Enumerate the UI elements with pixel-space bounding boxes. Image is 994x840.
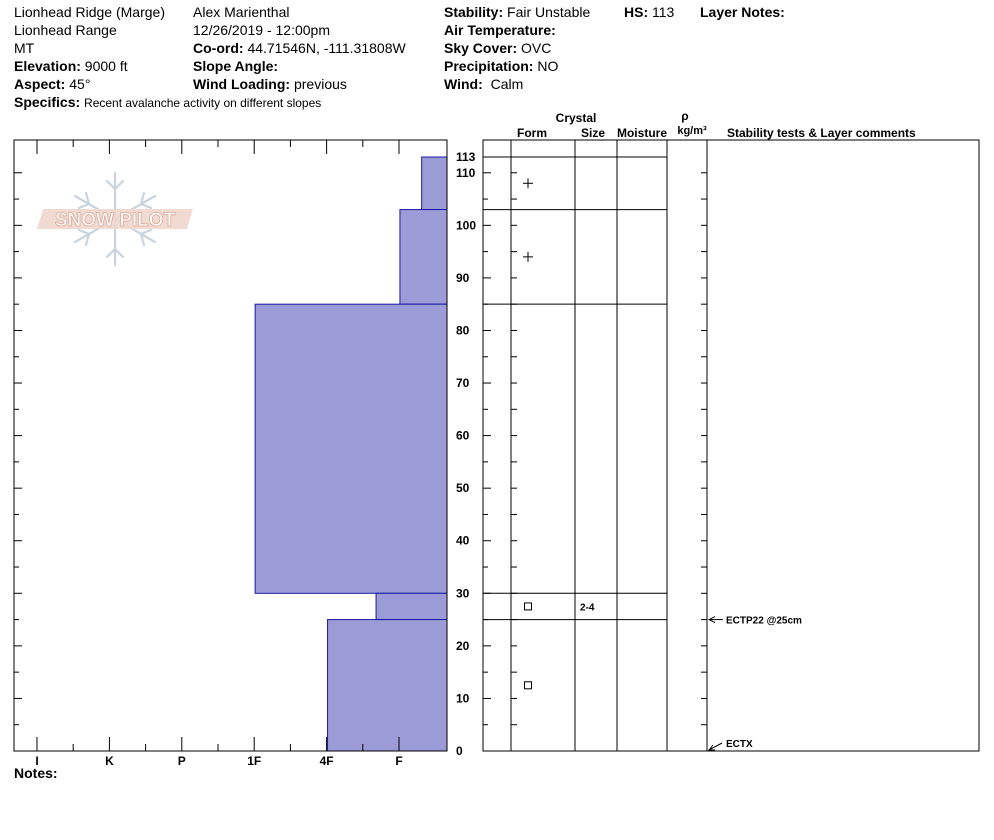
- hardness-axes: I K P 1F 4F F: [13, 139, 448, 768]
- depth-label-60: 60: [456, 429, 470, 443]
- sky-cover-label: Sky Cover:: [444, 40, 518, 56]
- col-form: Form: [517, 126, 547, 140]
- hardness-tick-label-P: P: [178, 754, 186, 768]
- coord-label: Co-ord:: [193, 40, 244, 56]
- hardness-bar-0: [421, 156, 448, 211]
- col-rho: ρ: [681, 109, 688, 123]
- layer-notes-label: Layer Notes:: [700, 4, 785, 20]
- hardness-bar-4: [327, 619, 448, 752]
- col-moisture: Moisture: [617, 126, 667, 140]
- header-state: MT: [14, 40, 35, 56]
- hardness-plot-frame: [13, 139, 448, 752]
- depth-label-top: 113: [456, 150, 476, 164]
- aspect-label: Aspect:: [14, 76, 66, 92]
- specifics-label: Specifics:: [14, 94, 81, 110]
- header-specifics: Specifics: Recent avalanche activity on …: [14, 93, 321, 112]
- precip-value: NO: [537, 58, 559, 74]
- depth-label-90: 90: [456, 271, 470, 285]
- depth-label-0: 0: [456, 744, 463, 758]
- col-density-unit: kg/m³: [677, 125, 707, 137]
- col-crystal: Crystal: [556, 111, 597, 125]
- depth-axis-labels: 0 10 20 30 40 50 60 70 80 90 100 110 113: [456, 150, 476, 758]
- wind-label: Wind:: [444, 76, 483, 92]
- layer-table: [482, 139, 980, 752]
- crystal-size-2: 2-4: [580, 602, 595, 613]
- header-slope-angle: Slope Angle:: [193, 57, 278, 75]
- sky-cover-value: OVC: [521, 40, 552, 56]
- crystal-symbol-3: [524, 681, 532, 690]
- header-hs: HS: 113: [624, 3, 674, 21]
- depth-label-40: 40: [456, 534, 470, 548]
- header-observer: Alex Marienthal: [193, 4, 290, 20]
- depth-label-30: 30: [456, 586, 470, 600]
- header-datetime: 12/26/2019 - 12:00pm: [193, 22, 330, 38]
- hs-label: HS:: [624, 4, 649, 20]
- hardness-tick-label-1F: 1F: [247, 754, 261, 768]
- specifics-value: Recent avalanche activity on different s…: [84, 96, 322, 110]
- depth-label-50: 50: [456, 481, 470, 495]
- depth-label-100: 100: [456, 218, 476, 232]
- header-aspect: Aspect: 45°: [14, 75, 90, 93]
- hardness-tick-label-K: K: [105, 754, 114, 768]
- col-size: Size: [581, 126, 605, 140]
- depth-label-110: 110: [456, 166, 476, 180]
- header-wind: Wind: Calm: [444, 75, 523, 93]
- stability-label: Stability:: [444, 4, 504, 20]
- hardness-bar-2: [254, 303, 448, 594]
- precip-label: Precipitation:: [444, 58, 534, 74]
- depth-label-10: 10: [456, 691, 470, 705]
- stability-value: Fair Unstable: [507, 4, 591, 20]
- header-wind-loading: Wind Loading: previous: [193, 75, 347, 93]
- depth-label-20: 20: [456, 639, 470, 653]
- test-arrow-1: [707, 744, 715, 751]
- coord-value: 44.71546N, -111.31808W: [247, 40, 406, 56]
- elevation-value: 9000 ft: [84, 58, 128, 74]
- elevation-label: Elevation:: [14, 58, 81, 74]
- depth-label-80: 80: [456, 323, 470, 337]
- test-arrow-0: [707, 616, 716, 624]
- crystal-symbol-2: [524, 602, 532, 611]
- header-range: Lionhead Range: [14, 22, 117, 38]
- aspect-value: 45°: [69, 76, 91, 92]
- test-label-1: ECTX: [726, 739, 753, 750]
- notes-label: Notes:: [14, 765, 58, 781]
- hardness-bar-1: [399, 209, 448, 305]
- col-comments: Stability tests & Layer comments: [727, 126, 916, 140]
- logo-text: SNOW PILOT: [55, 210, 176, 231]
- hardness-layers: [254, 156, 448, 752]
- table-frame: [482, 139, 980, 752]
- header-sky-cover: Sky Cover: OVC: [444, 39, 551, 57]
- header-location: Lionhead Ridge (Marge): [14, 4, 165, 20]
- hardness-tick-label-F: F: [395, 754, 402, 768]
- test-leader-1: [708, 742, 723, 751]
- slope-angle-label: Slope Angle:: [193, 58, 279, 74]
- stability-tests: ECTP22 @25cm ECTX: [707, 616, 802, 751]
- hardness-tick-label-I: I: [35, 754, 38, 768]
- header-coord: Co-ord: 44.71546N, -111.31808W: [193, 39, 406, 57]
- header-elevation: Elevation: 9000 ft: [14, 57, 128, 75]
- crystal-marks: 2-4: [523, 178, 595, 690]
- header-precip: Precipitation: NO: [444, 57, 558, 75]
- hs-value: 113: [652, 4, 675, 20]
- wind-loading-label: Wind Loading:: [193, 76, 291, 92]
- wind-value: Calm: [490, 76, 524, 92]
- test-label-0: ECTP22 @25cm: [726, 616, 802, 627]
- header-stability: Stability: Fair Unstable: [444, 3, 590, 21]
- hardness-bar-3: [375, 592, 448, 621]
- air-temp-label: Air Temperature:: [444, 22, 556, 38]
- header-layer-notes: Layer Notes:: [700, 3, 785, 21]
- depth-label-70: 70: [456, 376, 470, 390]
- snowpilot-logo: SNOW PILOT: [37, 171, 193, 267]
- wind-loading-value: previous: [293, 76, 347, 92]
- header-air-temp: Air Temperature:: [444, 21, 556, 39]
- hardness-tick-label-4F: 4F: [320, 754, 334, 768]
